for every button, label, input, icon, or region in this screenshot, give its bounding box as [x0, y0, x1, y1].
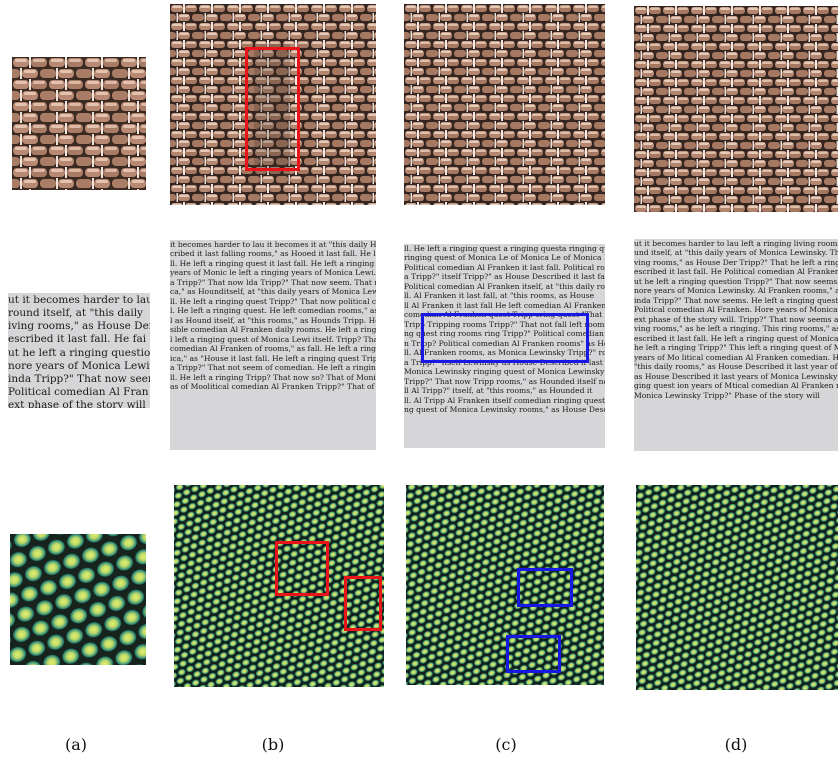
text-line: ll Al Franken it last fall He left comed… [404, 300, 605, 310]
text-line: ll. He left a ringing Tripp? That now so… [170, 372, 376, 382]
text-line: ving rooms," as House Der Tripp?" That h… [634, 257, 838, 267]
caption-b: (b) [261, 735, 285, 754]
text-line: Political comedian Al Franken itself, at… [404, 281, 605, 291]
text-line: escribed it last fall. He fai [8, 333, 147, 346]
blue-highlight-box [517, 568, 573, 607]
text-line: ll. He left a ringing quest a ringing qu… [404, 244, 605, 253]
text-line: l left a ringing quest of Monica Lewi it… [170, 334, 376, 344]
text-line: a Tripp?" That not seem of comedian. He … [170, 363, 376, 373]
text-line: Political comedian Al Fran [8, 385, 149, 398]
caption-d: (d) [724, 735, 748, 754]
text-line: comedian Al Franken of rooms," as fall. … [170, 344, 376, 354]
text-line: n Tripp? Political comedian Al Franken r… [404, 338, 605, 348]
text-line: round itself, at "this daily [8, 307, 143, 320]
text-line: a Tripp?" That now lda Tripp?" That now … [170, 277, 376, 287]
wicker-result-c [404, 4, 605, 205]
text-line: ut he left a ringing question Tripp?" Th… [634, 276, 838, 286]
text-line: years of Mo litical comedian Al Franken … [634, 352, 838, 362]
text-line: ll Al Tripp?" itself, at "this rooms," a… [404, 386, 593, 396]
text-line: ll. Al Franken rooms, as Monica Lewinsky… [404, 348, 605, 358]
text-line: Monica Lewinsky Tripp?" Phase of the sto… [634, 390, 820, 400]
text-line: Political comedian Al Franken. Hore year… [634, 305, 838, 315]
text-line: l as Hound itself, at "this rooms," as H… [170, 315, 376, 325]
text-line: ica," as "House it last fall. He left a … [170, 353, 376, 363]
caption-c: (c) [495, 735, 517, 754]
text-line: ng quest of Monica Lewinsky rooms," as H… [404, 405, 605, 415]
text-line: l. He left a ringing quest. He left come… [170, 306, 376, 316]
text-line: ca," as Hounditself, at "this daily year… [170, 287, 376, 297]
text-line: ll. He left a ringing quest Tripp?" That… [170, 296, 376, 306]
lizard-result-c [406, 485, 604, 685]
text-line: ext phase of the story will. Tripp?" Tha… [634, 314, 838, 324]
text-line: escribed it last fall. He Political come… [634, 267, 838, 277]
wicker-result-b [170, 4, 376, 205]
text-line: und itself, at "this daily years of Moni… [634, 248, 838, 258]
text-line: escribed it last fall. He left a ringing… [634, 333, 838, 343]
text-line: he left a ringing Tripp?" This left a ri… [634, 343, 838, 353]
text-line: sible comedian Al Franken daily rooms. H… [170, 325, 376, 335]
text-line: Monica Lewinsky ringing quest of Monica … [404, 367, 605, 377]
text-line: inda Tripp?" That now seems. He left a r… [634, 295, 838, 305]
lizard-result-d [636, 485, 838, 690]
lizard-source-image [10, 534, 146, 665]
text-result-b: it becomes harder to lau it becomes it a… [170, 240, 376, 450]
text-line: nore years of Monica Lewinsky. Al Franke… [634, 286, 838, 296]
text-line: it becomes harder to lau it becomes it a… [170, 240, 376, 249]
text-line: iving rooms," as House Der [8, 320, 150, 333]
text-line: ging quest ion years of Mtical comedian … [634, 381, 838, 391]
text-line: ut he left a ringing question [8, 346, 150, 359]
text-line: as of Moolitical comedian Al Franken Tri… [170, 382, 376, 392]
caption-a: (a) [64, 735, 88, 754]
lizard-result-b [174, 485, 384, 687]
text-line: inda Tripp?" That now seem [8, 372, 150, 385]
text-line: Tripp?" That now Tripp rooms," as Hounde… [404, 376, 605, 386]
text-line: "this daily rooms," as House Described i… [634, 362, 838, 372]
text-result-d: ut it becomes harder to lau left a ringi… [634, 239, 838, 451]
blue-highlight-box [506, 635, 561, 673]
red-highlight-box [344, 576, 382, 631]
text-line: Political comedian Al Franken it last fa… [404, 262, 605, 272]
text-line: ll. He left a ringing quest it last fall… [170, 258, 376, 268]
text-line: ving rooms," as he left a ringing. This … [634, 324, 838, 334]
text-line: ut it becomes harder to lau [8, 294, 150, 306]
text-line: ll. Al Franken it last fall, at "this ro… [404, 291, 595, 301]
red-highlight-box [275, 541, 329, 596]
text-line: ext phase of the story will [8, 399, 146, 408]
text-line: nore years of Monica Lewin [8, 359, 150, 372]
text-line: ut it becomes harder to lau left a ringi… [634, 239, 838, 248]
wicker-source-image [12, 57, 146, 190]
text-line: cribed it last falling rooms," as Hooed … [170, 249, 376, 259]
text-line: ll. Al Tripp Al Franken itself comedian … [404, 395, 605, 405]
text-line: ng quest ring rooms ring Tripp?" Politic… [404, 329, 605, 339]
text-source-image: ut it becomes harder to lau round itself,… [8, 293, 150, 408]
text-line: Tripp Tripping rooms Tripp?" That not fa… [404, 319, 605, 329]
text-line: ringing quest of Monica Le of Monica Le … [404, 253, 605, 263]
red-highlight-box [245, 47, 300, 171]
text-result-c: ll. He left a ringing quest a ringing qu… [404, 244, 605, 448]
text-line: years of Monic le left a ringing years o… [170, 268, 376, 278]
text-line: a Tripp?" itself Tripp?" as House Descri… [404, 272, 605, 282]
wicker-result-d [634, 6, 838, 212]
blue-highlight-box [421, 313, 589, 363]
text-line: as House Described it last years of Moni… [634, 371, 838, 381]
